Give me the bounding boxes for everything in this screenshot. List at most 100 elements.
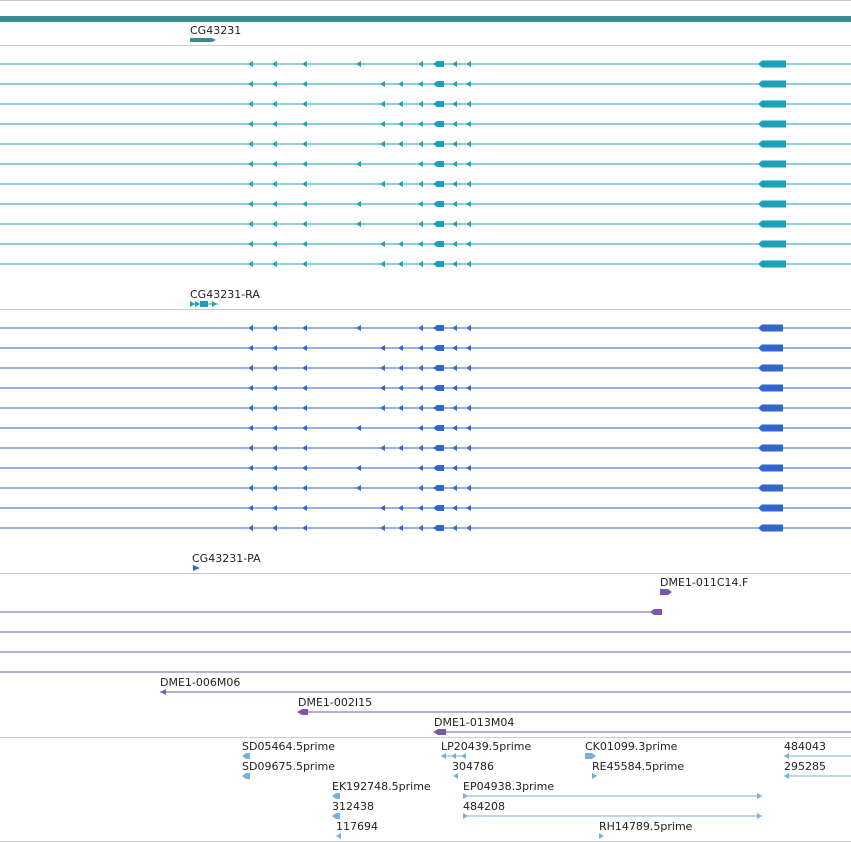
exon-left-arrow — [418, 445, 423, 451]
transcript-row[interactable] — [0, 504, 851, 512]
exon-left-arrow — [302, 221, 307, 227]
est-label[interactable]: 312438 — [332, 800, 374, 813]
exon-left-arrow — [466, 385, 471, 391]
transcript-row[interactable] — [0, 100, 851, 108]
exon-left-arrow — [466, 241, 471, 247]
exon-left-arrow — [248, 201, 253, 207]
exon-left-arrow — [356, 201, 361, 207]
transcript-row[interactable] — [0, 424, 851, 432]
est-label[interactable]: RE45584.5prime — [592, 760, 684, 773]
est-label[interactable]: SD05464.5prime — [242, 740, 335, 753]
transcript-row[interactable] — [0, 80, 851, 88]
exon-left-arrow — [433, 261, 444, 267]
exon-left-arrow — [272, 141, 277, 147]
transcript-row[interactable] — [0, 60, 851, 68]
transcript-row[interactable] — [0, 200, 851, 208]
exon-left-arrow — [433, 121, 444, 127]
exon-left-arrow — [248, 221, 253, 227]
clone-label[interactable]: DME1-006M06 — [160, 676, 240, 689]
exon-left-arrow — [433, 241, 444, 247]
left-arrow-icon — [441, 753, 466, 759]
est-label[interactable]: 117694 — [336, 820, 378, 833]
gene-label[interactable]: CG43231 — [190, 24, 241, 37]
gene-span-bar[interactable] — [0, 16, 851, 22]
transcript-pa-label[interactable]: CG43231-PA — [192, 552, 261, 565]
exon-left-arrow — [466, 181, 471, 187]
exon-left-arrow — [398, 261, 403, 267]
est-label[interactable]: SD09675.5prime — [242, 760, 335, 773]
exon-left-arrow — [272, 485, 277, 491]
exon-left-arrow — [398, 181, 403, 187]
exon-left-arrow — [302, 365, 307, 371]
transcript-row[interactable] — [0, 364, 851, 372]
transcript-row[interactable] — [0, 464, 851, 472]
exon-left-arrow — [433, 525, 444, 531]
left-arrow-icon — [453, 773, 458, 779]
transcript-row[interactable] — [0, 220, 851, 228]
exon-left-arrow — [302, 525, 307, 531]
exon-left-arrow — [418, 201, 423, 207]
left-arrow-icon — [160, 689, 166, 695]
transcript-row[interactable] — [0, 260, 851, 268]
est-label[interactable]: 484043 — [784, 740, 826, 753]
clone-label[interactable]: DME1-013M04 — [434, 716, 514, 729]
exon-left-arrow — [418, 405, 423, 411]
est-label[interactable]: CK01099.3prime — [585, 740, 678, 753]
exon-block — [758, 260, 786, 268]
exon-left-arrow — [380, 365, 385, 371]
transcript-row[interactable] — [0, 160, 851, 168]
exon-left-arrow — [272, 385, 277, 391]
exon-left-arrow — [248, 161, 253, 167]
exon-left-arrow — [398, 101, 403, 107]
exon-left-arrow — [248, 505, 253, 511]
transcript-row[interactable] — [0, 404, 851, 412]
transcript-row[interactable] — [0, 484, 851, 492]
transcript-row[interactable] — [0, 140, 851, 148]
exon-left-arrow — [398, 141, 403, 147]
exon-left-arrow — [466, 425, 471, 431]
transcript-row[interactable] — [0, 120, 851, 128]
est-label[interactable]: EP04938.3prime — [463, 780, 554, 793]
transcript-pa-group — [0, 324, 851, 532]
exon-left-arrow — [418, 261, 423, 267]
exon-left-arrow — [248, 121, 253, 127]
transcript-row[interactable] — [0, 344, 851, 352]
exon-left-arrow — [272, 505, 277, 511]
transcript-row[interactable] — [0, 240, 851, 248]
clone-feature[interactable] — [660, 589, 672, 595]
exon-left-arrow — [466, 505, 471, 511]
exon-left-arrow — [248, 485, 253, 491]
est-label[interactable]: RH14789.5prime — [599, 820, 693, 833]
exon-left-arrow — [433, 485, 444, 491]
transcript-ra-label[interactable]: CG43231-RA — [190, 288, 260, 301]
exon-left-arrow — [302, 61, 307, 67]
exon-left-arrow — [302, 325, 307, 331]
clone-label[interactable]: DME1-002I15 — [298, 696, 372, 709]
transcript-row[interactable] — [0, 384, 851, 392]
exon-left-arrow — [302, 405, 307, 411]
exon-left-arrow — [452, 61, 457, 67]
clone-label[interactable]: DME1-011C14.F — [660, 576, 748, 589]
exon-left-arrow — [248, 61, 253, 67]
est-label[interactable]: EK192748.5prime — [332, 780, 431, 793]
est-label[interactable]: 484208 — [463, 800, 505, 813]
transcript-row[interactable] — [0, 180, 851, 188]
est-label[interactable]: LP20439.5prime — [441, 740, 532, 753]
exon-left-arrow — [248, 325, 253, 331]
transcript-row[interactable] — [0, 444, 851, 452]
exon-left-arrow — [466, 201, 471, 207]
est-label[interactable]: 295285 — [784, 760, 826, 773]
exon-left-arrow — [452, 101, 457, 107]
exon-left-arrow — [452, 425, 457, 431]
exon-left-arrow — [272, 445, 277, 451]
transcript-row[interactable] — [0, 524, 851, 532]
exon-left-arrow — [356, 221, 361, 227]
exon-left-arrow — [466, 325, 471, 331]
exon-left-arrow — [466, 101, 471, 107]
transcript-row[interactable] — [0, 324, 851, 332]
exon-left-arrow — [398, 525, 403, 531]
exon-left-arrow — [452, 241, 457, 247]
exon-left-arrow — [272, 61, 277, 67]
est-label[interactable]: 304786 — [452, 760, 494, 773]
